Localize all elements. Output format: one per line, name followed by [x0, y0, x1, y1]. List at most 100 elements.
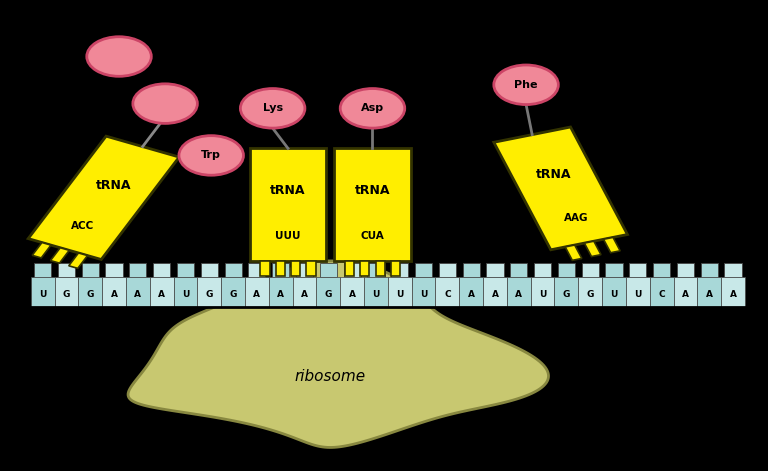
- Polygon shape: [177, 263, 194, 277]
- Text: A: A: [730, 290, 737, 299]
- FancyBboxPatch shape: [174, 277, 197, 307]
- Polygon shape: [51, 248, 69, 263]
- Text: tRNA: tRNA: [536, 169, 571, 181]
- Polygon shape: [128, 261, 548, 447]
- Text: A: A: [349, 290, 356, 299]
- Text: Phe: Phe: [515, 80, 538, 90]
- FancyBboxPatch shape: [150, 277, 174, 307]
- Text: G: G: [563, 290, 570, 299]
- FancyBboxPatch shape: [578, 277, 602, 307]
- Text: U: U: [420, 290, 427, 299]
- FancyBboxPatch shape: [554, 277, 578, 307]
- Polygon shape: [604, 237, 620, 253]
- Text: A: A: [682, 290, 689, 299]
- Polygon shape: [653, 263, 670, 277]
- Polygon shape: [306, 261, 316, 276]
- Polygon shape: [224, 263, 242, 277]
- Polygon shape: [260, 261, 270, 276]
- Polygon shape: [534, 263, 551, 277]
- Text: A: A: [706, 290, 713, 299]
- Text: Lys: Lys: [263, 103, 283, 114]
- Text: U: U: [634, 290, 641, 299]
- Polygon shape: [296, 263, 313, 277]
- Text: A: A: [277, 290, 284, 299]
- FancyBboxPatch shape: [674, 277, 697, 307]
- Text: U: U: [539, 290, 546, 299]
- FancyBboxPatch shape: [269, 277, 293, 307]
- Polygon shape: [319, 263, 337, 277]
- Text: Trp: Trp: [201, 150, 221, 161]
- Text: A: A: [111, 290, 118, 299]
- Text: G: G: [587, 290, 594, 299]
- Polygon shape: [32, 243, 51, 258]
- FancyBboxPatch shape: [435, 277, 459, 307]
- Polygon shape: [510, 263, 528, 277]
- Text: C: C: [658, 290, 665, 299]
- Text: G: G: [87, 290, 94, 299]
- Circle shape: [179, 136, 243, 175]
- FancyBboxPatch shape: [626, 277, 650, 307]
- FancyBboxPatch shape: [483, 277, 507, 307]
- FancyBboxPatch shape: [507, 277, 531, 307]
- FancyBboxPatch shape: [334, 148, 411, 261]
- Polygon shape: [376, 261, 385, 276]
- FancyBboxPatch shape: [531, 277, 554, 307]
- Text: U: U: [372, 290, 379, 299]
- Polygon shape: [81, 263, 99, 277]
- FancyBboxPatch shape: [102, 277, 126, 307]
- Text: U: U: [611, 290, 617, 299]
- Polygon shape: [462, 263, 480, 277]
- Polygon shape: [105, 263, 123, 277]
- FancyBboxPatch shape: [316, 277, 340, 307]
- Text: ribosome: ribosome: [295, 369, 366, 384]
- FancyBboxPatch shape: [602, 277, 626, 307]
- Text: Asp: Asp: [361, 103, 384, 114]
- Polygon shape: [677, 263, 694, 277]
- FancyBboxPatch shape: [126, 277, 150, 307]
- Circle shape: [133, 84, 197, 123]
- Text: G: G: [206, 290, 213, 299]
- Text: C: C: [444, 290, 451, 299]
- Text: U: U: [39, 290, 46, 299]
- Polygon shape: [360, 261, 369, 276]
- FancyBboxPatch shape: [459, 277, 483, 307]
- FancyBboxPatch shape: [697, 277, 721, 307]
- FancyBboxPatch shape: [293, 277, 316, 307]
- Polygon shape: [700, 263, 718, 277]
- Polygon shape: [565, 245, 582, 260]
- FancyBboxPatch shape: [340, 277, 364, 307]
- Polygon shape: [581, 263, 599, 277]
- Circle shape: [240, 89, 305, 128]
- FancyBboxPatch shape: [494, 127, 627, 250]
- Polygon shape: [391, 261, 400, 276]
- Polygon shape: [391, 263, 409, 277]
- FancyBboxPatch shape: [197, 277, 221, 307]
- Polygon shape: [58, 263, 75, 277]
- Polygon shape: [584, 241, 601, 257]
- Polygon shape: [605, 263, 623, 277]
- Polygon shape: [629, 263, 647, 277]
- Text: A: A: [253, 290, 260, 299]
- Polygon shape: [367, 263, 385, 277]
- Text: CUA: CUA: [361, 230, 384, 241]
- Text: A: A: [158, 290, 165, 299]
- Polygon shape: [291, 261, 300, 276]
- Text: A: A: [492, 290, 498, 299]
- Polygon shape: [345, 261, 354, 276]
- Circle shape: [494, 65, 558, 105]
- Polygon shape: [69, 253, 88, 268]
- Text: A: A: [515, 290, 522, 299]
- Text: AAG: AAG: [564, 212, 588, 222]
- FancyBboxPatch shape: [78, 277, 102, 307]
- Text: tRNA: tRNA: [96, 179, 131, 192]
- FancyBboxPatch shape: [650, 277, 674, 307]
- Polygon shape: [34, 263, 51, 277]
- FancyBboxPatch shape: [250, 148, 326, 261]
- Polygon shape: [153, 263, 170, 277]
- Text: tRNA: tRNA: [270, 184, 306, 197]
- FancyBboxPatch shape: [412, 277, 435, 307]
- FancyBboxPatch shape: [28, 136, 179, 260]
- Polygon shape: [486, 263, 504, 277]
- FancyBboxPatch shape: [364, 277, 388, 307]
- Text: G: G: [63, 290, 70, 299]
